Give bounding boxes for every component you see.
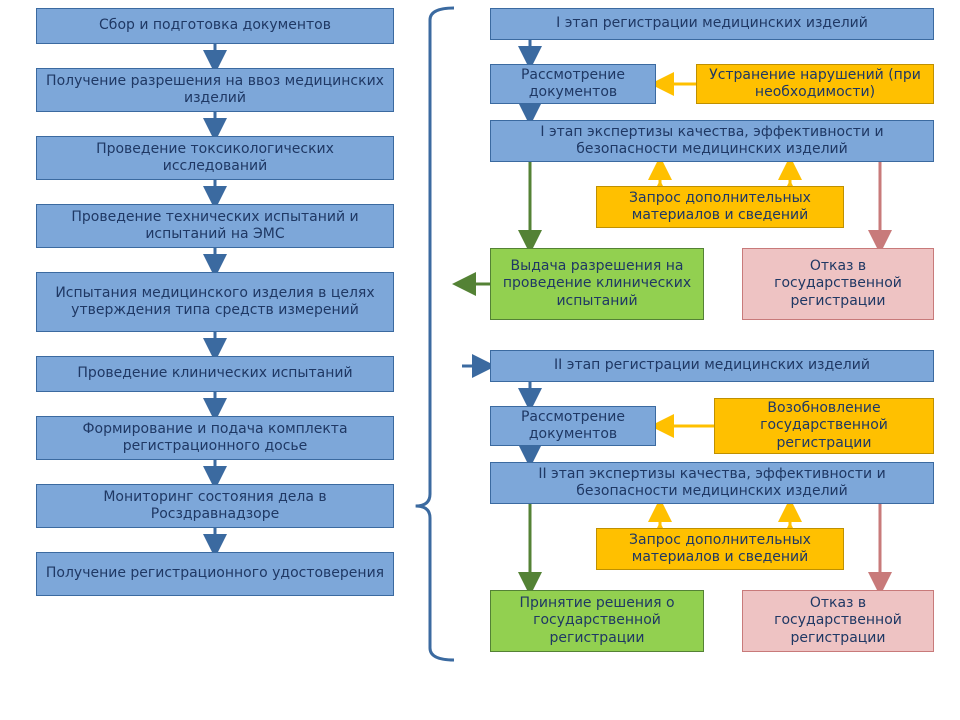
flow-box-L3: Проведение токсикологических исследовани… <box>36 136 394 180</box>
flow-box-label: II этап регистрации медицинских изделий <box>554 357 870 375</box>
flow-box-L2: Получение разрешения на ввоз медицинских… <box>36 68 394 112</box>
flow-box-label: Мониторинг состояния дела в Росздравнадз… <box>45 489 385 524</box>
flow-box-label: I этап экспертизы качества, эффективност… <box>499 124 925 159</box>
flow-box-label: Рассмотрение документов <box>499 67 647 102</box>
flow-box-label: Отказ в государственной регистрации <box>751 595 925 648</box>
flow-box-label: Запрос дополнительных материалов и сведе… <box>605 190 835 225</box>
flow-box-R8: II этап экспертизы качества, эффективнос… <box>490 462 934 504</box>
flow-box-label: Возобновление государственной регистраци… <box>723 400 925 453</box>
flow-box-R9: Запрос дополнительных материалов и сведе… <box>596 528 844 570</box>
flow-box-R7a: Рассмотрение документов <box>490 406 656 446</box>
flow-box-R6: II этап регистрации медицинских изделий <box>490 350 934 382</box>
flow-box-label: Получение разрешения на ввоз медицинских… <box>45 73 385 108</box>
flow-box-R5b: Отказ в государственной регистрации <box>742 248 934 320</box>
flow-box-R4: Запрос дополнительных материалов и сведе… <box>596 186 844 228</box>
flow-box-label: Рассмотрение документов <box>499 409 647 444</box>
flow-box-L7: Формирование и подача комплекта регистра… <box>36 416 394 460</box>
flow-box-label: Испытания медицинского изделия в целях у… <box>45 285 385 320</box>
flow-box-label: Принятие решения о государственной регис… <box>499 595 695 648</box>
flow-box-label: Проведение технических испытаний и испыт… <box>45 209 385 244</box>
flow-box-L9: Получение регистрационного удостоверения <box>36 552 394 596</box>
flow-box-label: Устранение нарушений (при необходимости) <box>705 67 925 102</box>
flow-box-label: Проведение клинических испытаний <box>77 365 352 383</box>
flow-box-R5a: Выдача разрешения на проведение клиничес… <box>490 248 704 320</box>
flow-box-R2a: Рассмотрение документов <box>490 64 656 104</box>
flow-box-L8: Мониторинг состояния дела в Росздравнадз… <box>36 484 394 528</box>
flow-box-R10b: Отказ в государственной регистрации <box>742 590 934 652</box>
flow-box-label: II этап экспертизы качества, эффективнос… <box>499 466 925 501</box>
flow-box-R1: I этап регистрации медицинских изделий <box>490 8 934 40</box>
flow-box-L4: Проведение технических испытаний и испыт… <box>36 204 394 248</box>
flow-box-R2b: Устранение нарушений (при необходимости) <box>696 64 934 104</box>
flow-box-R7b: Возобновление государственной регистраци… <box>714 398 934 454</box>
flow-box-L5: Испытания медицинского изделия в целях у… <box>36 272 394 332</box>
flow-box-label: Выдача разрешения на проведение клиничес… <box>499 258 695 311</box>
flow-box-R10a: Принятие решения о государственной регис… <box>490 590 704 652</box>
flow-box-label: Запрос дополнительных материалов и сведе… <box>605 532 835 567</box>
flow-box-label: Отказ в государственной регистрации <box>751 258 925 311</box>
flow-box-label: Сбор и подготовка документов <box>99 17 331 35</box>
flow-box-label: I этап регистрации медицинских изделий <box>556 15 868 33</box>
flow-box-L1: Сбор и подготовка документов <box>36 8 394 44</box>
flow-box-label: Получение регистрационного удостоверения <box>46 565 384 583</box>
flow-box-L6: Проведение клинических испытаний <box>36 356 394 392</box>
flow-box-label: Формирование и подача комплекта регистра… <box>45 421 385 456</box>
flow-box-R3: I этап экспертизы качества, эффективност… <box>490 120 934 162</box>
flow-box-label: Проведение токсикологических исследовани… <box>45 141 385 176</box>
